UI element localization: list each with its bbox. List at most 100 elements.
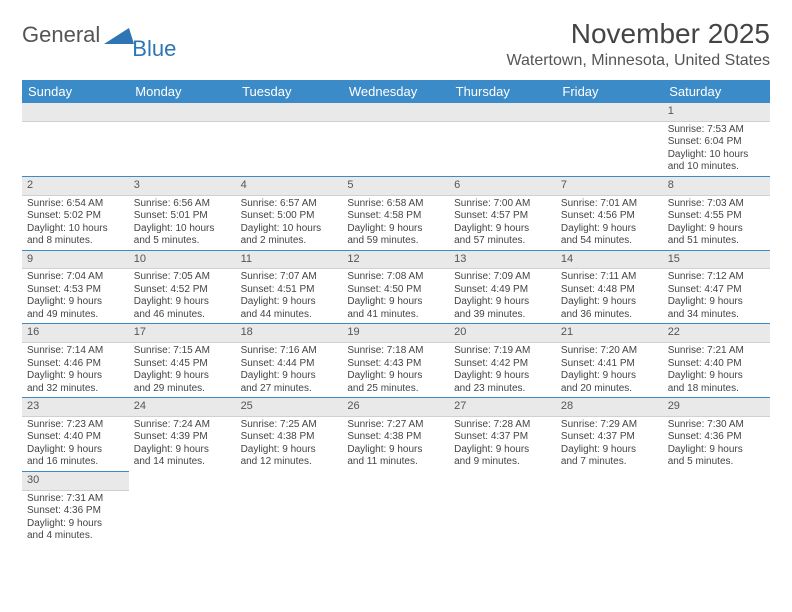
day-info: Sunrise: 7:18 AMSunset: 4:43 PMDaylight:… (342, 343, 449, 397)
day-number: 30 (22, 472, 129, 491)
day-info: Sunrise: 7:14 AMSunset: 4:46 PMDaylight:… (22, 343, 129, 397)
calendar-cell (556, 103, 663, 176)
calendar-cell: 8Sunrise: 7:03 AMSunset: 4:55 PMDaylight… (663, 176, 770, 250)
calendar-cell: 12Sunrise: 7:08 AMSunset: 4:50 PMDayligh… (342, 250, 449, 324)
day-info: Sunrise: 7:53 AMSunset: 6:04 PMDaylight:… (663, 122, 770, 176)
calendar-cell: 22Sunrise: 7:21 AMSunset: 4:40 PMDayligh… (663, 324, 770, 398)
calendar-cell (22, 103, 129, 176)
day-number: 18 (236, 324, 343, 343)
calendar-cell (236, 471, 343, 544)
day-info: Sunrise: 6:56 AMSunset: 5:01 PMDaylight:… (129, 196, 236, 250)
day-number: 25 (236, 398, 343, 417)
calendar-cell: 14Sunrise: 7:11 AMSunset: 4:48 PMDayligh… (556, 250, 663, 324)
calendar-cell: 1Sunrise: 7:53 AMSunset: 6:04 PMDaylight… (663, 103, 770, 176)
day-info: Sunrise: 6:54 AMSunset: 5:02 PMDaylight:… (22, 196, 129, 250)
calendar-cell: 13Sunrise: 7:09 AMSunset: 4:49 PMDayligh… (449, 250, 556, 324)
calendar-cell: 10Sunrise: 7:05 AMSunset: 4:52 PMDayligh… (129, 250, 236, 324)
day-number: 24 (129, 398, 236, 417)
day-info: Sunrise: 7:24 AMSunset: 4:39 PMDaylight:… (129, 417, 236, 471)
calendar-cell (129, 103, 236, 176)
day-number: 1 (663, 103, 770, 122)
calendar-cell: 16Sunrise: 7:14 AMSunset: 4:46 PMDayligh… (22, 324, 129, 398)
day-info: Sunrise: 7:04 AMSunset: 4:53 PMDaylight:… (22, 269, 129, 323)
calendar-cell: 23Sunrise: 7:23 AMSunset: 4:40 PMDayligh… (22, 398, 129, 472)
day-number: 21 (556, 324, 663, 343)
day-info: Sunrise: 7:29 AMSunset: 4:37 PMDaylight:… (556, 417, 663, 471)
calendar-cell (449, 103, 556, 176)
calendar-cell: 26Sunrise: 7:27 AMSunset: 4:38 PMDayligh… (342, 398, 449, 472)
day-number: 3 (129, 177, 236, 196)
day-info: Sunrise: 6:58 AMSunset: 4:58 PMDaylight:… (342, 196, 449, 250)
calendar-cell: 21Sunrise: 7:20 AMSunset: 4:41 PMDayligh… (556, 324, 663, 398)
day-info: Sunrise: 6:57 AMSunset: 5:00 PMDaylight:… (236, 196, 343, 250)
calendar-cell (663, 471, 770, 544)
day-number: 12 (342, 251, 449, 270)
weekday-header: Monday (129, 80, 236, 103)
day-info: Sunrise: 7:12 AMSunset: 4:47 PMDaylight:… (663, 269, 770, 323)
day-info: Sunrise: 7:21 AMSunset: 4:40 PMDaylight:… (663, 343, 770, 397)
calendar-cell: 17Sunrise: 7:15 AMSunset: 4:45 PMDayligh… (129, 324, 236, 398)
calendar-cell: 15Sunrise: 7:12 AMSunset: 4:47 PMDayligh… (663, 250, 770, 324)
weekday-header: Tuesday (236, 80, 343, 103)
calendar-cell: 19Sunrise: 7:18 AMSunset: 4:43 PMDayligh… (342, 324, 449, 398)
day-info: Sunrise: 7:03 AMSunset: 4:55 PMDaylight:… (663, 196, 770, 250)
day-info: Sunrise: 7:08 AMSunset: 4:50 PMDaylight:… (342, 269, 449, 323)
day-info: Sunrise: 7:01 AMSunset: 4:56 PMDaylight:… (556, 196, 663, 250)
day-info: Sunrise: 7:28 AMSunset: 4:37 PMDaylight:… (449, 417, 556, 471)
day-number: 9 (22, 251, 129, 270)
day-info: Sunrise: 7:05 AMSunset: 4:52 PMDaylight:… (129, 269, 236, 323)
month-title: November 2025 (506, 18, 770, 50)
day-number: 15 (663, 251, 770, 270)
day-info: Sunrise: 7:30 AMSunset: 4:36 PMDaylight:… (663, 417, 770, 471)
calendar-cell (449, 471, 556, 544)
weekday-header: Sunday (22, 80, 129, 103)
weekday-header: Thursday (449, 80, 556, 103)
day-info: Sunrise: 7:23 AMSunset: 4:40 PMDaylight:… (22, 417, 129, 471)
day-number: 27 (449, 398, 556, 417)
brand-part1: General (22, 24, 100, 46)
calendar-cell: 24Sunrise: 7:24 AMSunset: 4:39 PMDayligh… (129, 398, 236, 472)
calendar-cell: 18Sunrise: 7:16 AMSunset: 4:44 PMDayligh… (236, 324, 343, 398)
day-number: 28 (556, 398, 663, 417)
location-text: Watertown, Minnesota, United States (506, 52, 770, 70)
logo-triangle-icon (104, 26, 134, 44)
brand-part2: Blue (132, 38, 176, 60)
calendar-cell: 28Sunrise: 7:29 AMSunset: 4:37 PMDayligh… (556, 398, 663, 472)
day-number: 6 (449, 177, 556, 196)
day-info: Sunrise: 7:16 AMSunset: 4:44 PMDaylight:… (236, 343, 343, 397)
day-info: Sunrise: 7:19 AMSunset: 4:42 PMDaylight:… (449, 343, 556, 397)
weekday-header-row: SundayMondayTuesdayWednesdayThursdayFrid… (22, 80, 770, 103)
calendar-cell (342, 103, 449, 176)
day-info: Sunrise: 7:00 AMSunset: 4:57 PMDaylight:… (449, 196, 556, 250)
calendar-cell: 27Sunrise: 7:28 AMSunset: 4:37 PMDayligh… (449, 398, 556, 472)
day-number: 17 (129, 324, 236, 343)
calendar-cell: 3Sunrise: 6:56 AMSunset: 5:01 PMDaylight… (129, 176, 236, 250)
calendar-cell: 4Sunrise: 6:57 AMSunset: 5:00 PMDaylight… (236, 176, 343, 250)
day-number: 26 (342, 398, 449, 417)
calendar-cell: 7Sunrise: 7:01 AMSunset: 4:56 PMDaylight… (556, 176, 663, 250)
day-number: 7 (556, 177, 663, 196)
day-number: 5 (342, 177, 449, 196)
calendar-cell (342, 471, 449, 544)
weekday-header: Friday (556, 80, 663, 103)
day-info: Sunrise: 7:11 AMSunset: 4:48 PMDaylight:… (556, 269, 663, 323)
day-number: 13 (449, 251, 556, 270)
day-info: Sunrise: 7:07 AMSunset: 4:51 PMDaylight:… (236, 269, 343, 323)
day-info: Sunrise: 7:15 AMSunset: 4:45 PMDaylight:… (129, 343, 236, 397)
day-info: Sunrise: 7:09 AMSunset: 4:49 PMDaylight:… (449, 269, 556, 323)
day-number: 2 (22, 177, 129, 196)
calendar-cell: 29Sunrise: 7:30 AMSunset: 4:36 PMDayligh… (663, 398, 770, 472)
calendar-cell (236, 103, 343, 176)
day-info: Sunrise: 7:25 AMSunset: 4:38 PMDaylight:… (236, 417, 343, 471)
day-number: 10 (129, 251, 236, 270)
day-number: 4 (236, 177, 343, 196)
weekday-header: Wednesday (342, 80, 449, 103)
day-info: Sunrise: 7:27 AMSunset: 4:38 PMDaylight:… (342, 417, 449, 471)
calendar-cell: 25Sunrise: 7:25 AMSunset: 4:38 PMDayligh… (236, 398, 343, 472)
weekday-header: Saturday (663, 80, 770, 103)
calendar-cell: 11Sunrise: 7:07 AMSunset: 4:51 PMDayligh… (236, 250, 343, 324)
calendar-cell: 20Sunrise: 7:19 AMSunset: 4:42 PMDayligh… (449, 324, 556, 398)
calendar-cell: 2Sunrise: 6:54 AMSunset: 5:02 PMDaylight… (22, 176, 129, 250)
calendar-cell: 9Sunrise: 7:04 AMSunset: 4:53 PMDaylight… (22, 250, 129, 324)
day-number: 11 (236, 251, 343, 270)
